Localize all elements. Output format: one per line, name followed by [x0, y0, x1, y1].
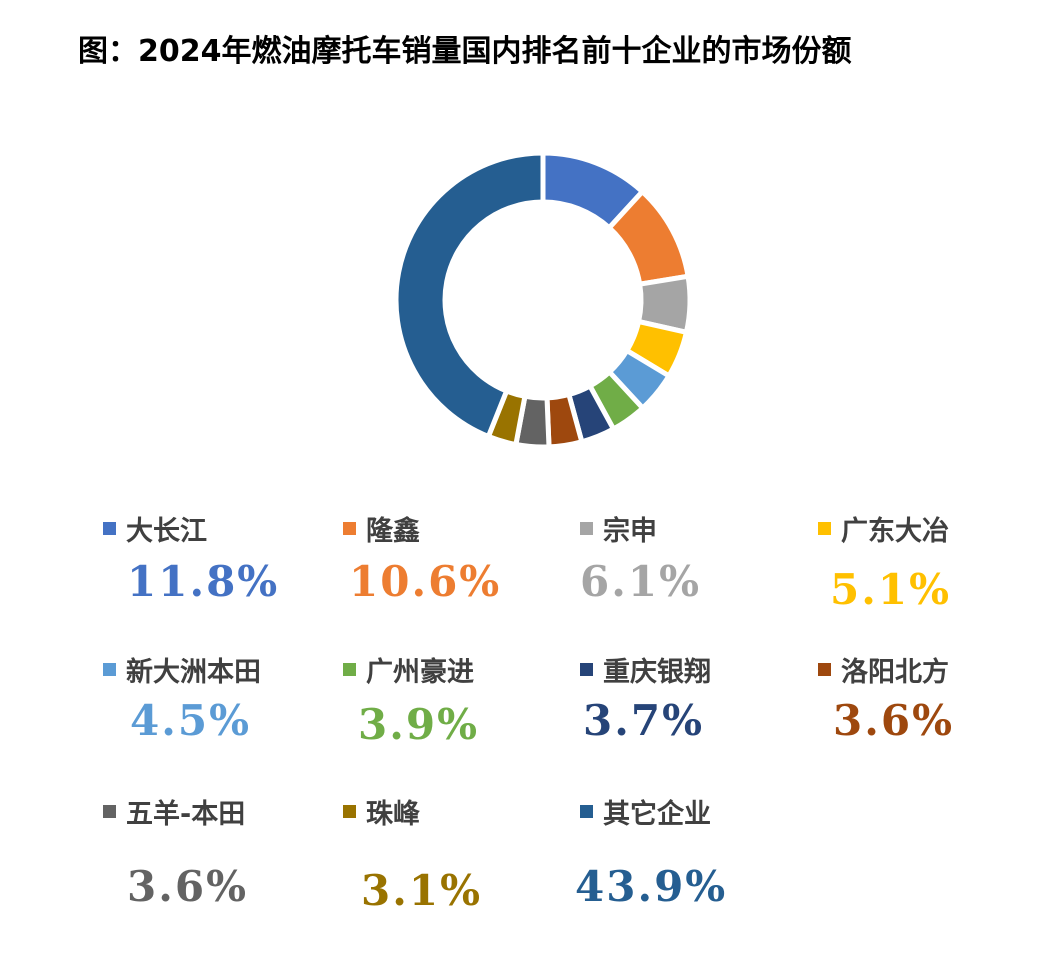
legend-entry: 宗申 — [580, 509, 657, 548]
legend-label: 重庆银翔 — [603, 657, 711, 688]
legend-label: 隆鑫 — [366, 516, 420, 547]
legend-label: 广东大冶 — [841, 516, 949, 547]
data-label-value: 3.1% — [361, 866, 482, 915]
donut-chart — [393, 150, 693, 450]
legend-entry: 新大洲本田 — [103, 650, 261, 689]
legend-entry: 珠峰 — [343, 792, 420, 831]
legend-entry: 广州豪进 — [343, 650, 474, 689]
legend-label: 五羊-本田 — [126, 799, 246, 830]
data-label-value: 3.7% — [583, 696, 704, 745]
legend-swatch — [343, 522, 356, 535]
legend-item: 大长江 11.8% — [103, 509, 333, 629]
legend-swatch — [343, 663, 356, 676]
data-label-value: 3.6% — [127, 862, 248, 911]
legend-entry: 重庆银翔 — [580, 650, 711, 689]
data-label-value: 3.6% — [833, 696, 954, 745]
legend-item: 重庆银翔 3.7% — [580, 650, 810, 770]
legend-entry: 洛阳北方 — [818, 650, 949, 689]
legend-swatch — [580, 522, 593, 535]
legend-item: 宗申 6.1% — [580, 509, 810, 629]
legend-item: 广州豪进 3.9% — [343, 650, 573, 770]
data-label-value: 6.1% — [580, 557, 701, 606]
legend-entry: 五羊-本田 — [103, 792, 245, 831]
legend-swatch — [818, 522, 831, 535]
legend-label: 洛阳北方 — [841, 657, 949, 688]
legend-entry: 广东大冶 — [818, 509, 949, 548]
legend-entry: 隆鑫 — [343, 509, 420, 548]
legend-item: 其它企业 43.9% — [575, 792, 810, 912]
data-label-value: 43.9% — [575, 862, 728, 911]
legend-label: 广州豪进 — [366, 657, 474, 688]
legend-item: 洛阳北方 3.6% — [818, 650, 1046, 770]
legend-swatch — [580, 805, 593, 818]
legend-label: 宗申 — [603, 516, 657, 547]
data-label-value: 4.5% — [130, 696, 251, 745]
legend-entry: 大长江 — [103, 509, 207, 548]
legend-swatch — [103, 805, 116, 818]
legend-item: 新大洲本田 4.5% — [103, 650, 333, 770]
legend-item: 珠峰 3.1% — [343, 792, 573, 915]
legend-swatch — [818, 663, 831, 676]
legend-label: 新大洲本田 — [126, 657, 261, 688]
donut-slice-11 — [393, 150, 546, 440]
legend-swatch — [103, 522, 116, 535]
legend-label: 其它企业 — [603, 799, 711, 830]
data-label-value: 3.9% — [358, 700, 479, 749]
data-label-value: 11.8% — [127, 557, 280, 606]
legend-swatch — [103, 663, 116, 676]
data-label-value: 10.6% — [349, 557, 502, 606]
data-label-value: 5.1% — [830, 565, 951, 614]
legend-item: 隆鑫 10.6% — [343, 509, 573, 629]
legend-item: 五羊-本田 3.6% — [103, 792, 333, 912]
chart-title: 图：2024年燃油摩托车销量国内排名前十企业的市场份额 — [78, 34, 852, 69]
legend-label: 大长江 — [126, 516, 207, 547]
legend-swatch — [343, 805, 356, 818]
legend-label: 珠峰 — [366, 799, 420, 830]
legend-swatch — [580, 663, 593, 676]
legend-entry: 其它企业 — [580, 792, 711, 831]
legend-item: 广东大冶 5.1% — [818, 509, 1046, 629]
